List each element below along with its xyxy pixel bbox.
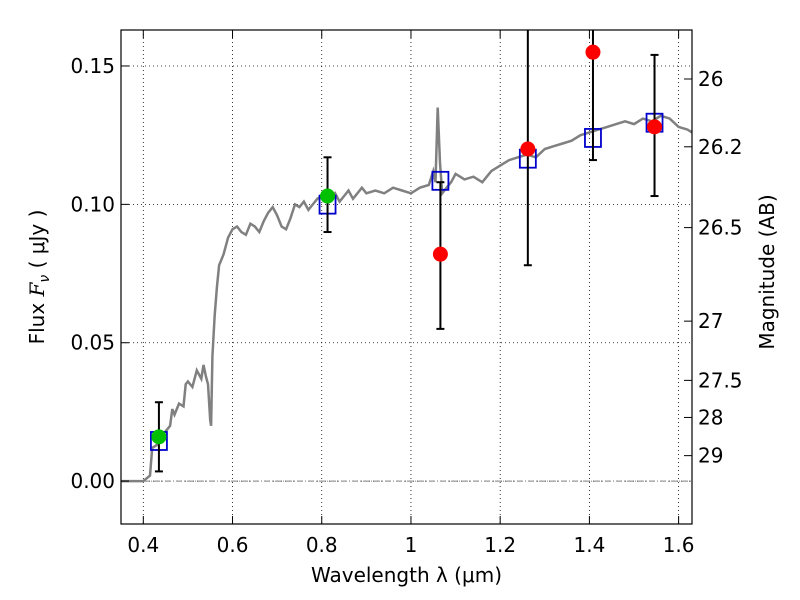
x-tick-label: 1.4 (573, 533, 605, 557)
x-tick-label: 1.6 (663, 533, 695, 557)
spectrum-line (121, 107, 692, 483)
x-tick-label: 0.6 (217, 533, 249, 557)
measured-flux-point (151, 429, 167, 445)
x-tick-label: 1.2 (484, 533, 516, 557)
y2-tick-label: 29 (698, 444, 723, 468)
plot-frame (120, 29, 693, 525)
y-axis-label: Flux Fν ( μJy ) (25, 210, 53, 345)
measured-flux-point (320, 188, 336, 204)
measured-flux-point (432, 246, 448, 262)
y-tick-label: 0.10 (70, 192, 115, 216)
x-tick-label: 1 (405, 533, 418, 557)
y2-tick-label: 28 (698, 405, 723, 429)
y2-tick-label: 26 (698, 67, 723, 91)
y2-tick-label: 26.2 (698, 135, 743, 159)
measured-flux-point (647, 119, 663, 135)
measured-flux-point (585, 44, 601, 60)
y-tick-label: 0.15 (70, 54, 115, 78)
y-tick-label: 0.00 (70, 469, 115, 493)
y-tick-label: 0.05 (70, 331, 115, 355)
y2-axis-label: Magnitude (AB) (755, 194, 779, 349)
y2-tick-label: 27.5 (698, 368, 743, 392)
y2-tick-label: 26.5 (698, 216, 743, 240)
grid (121, 30, 692, 524)
measured-flux-point (520, 141, 536, 157)
x-axis-label: Wavelength λ (μm) (311, 563, 502, 587)
x-tick-label: 0.8 (306, 533, 338, 557)
y2-tick-label: 27 (698, 309, 723, 333)
x-tick-label: 0.4 (127, 533, 159, 557)
plot-area (121, 30, 692, 483)
ticks: 0.4 0.6 0.8 1 1.2 1.4 1.6 0.00 0.05 0.10 0.15 26 26.… (70, 30, 743, 557)
